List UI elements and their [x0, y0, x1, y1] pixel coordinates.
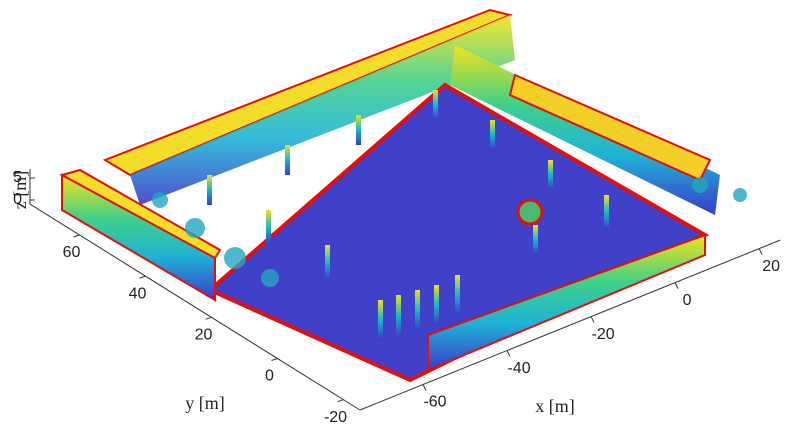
x-tick-label: -60 — [423, 394, 446, 411]
y-tick-label: 20 — [195, 327, 213, 344]
y-tick — [271, 358, 278, 361]
x-tick — [758, 248, 763, 255]
x-tick-label: -20 — [591, 326, 614, 343]
scene — [59, 8, 747, 383]
y-tick-label: 0 — [265, 368, 274, 385]
z-tick-label: 0 — [13, 191, 22, 208]
z-tick-label: 5 — [13, 169, 22, 186]
x-tick — [674, 282, 679, 289]
x-tick — [590, 316, 595, 323]
z-axis-label: z [m] — [10, 171, 30, 209]
x-tick-label: 20 — [762, 258, 780, 275]
axes: -60 -40 -20 0 20 -20 0 20 40 60 0 5 — [13, 169, 781, 426]
y-tick-label: 40 — [129, 285, 147, 302]
y-tick — [139, 275, 146, 279]
x-axis-label: x [m] — [535, 396, 575, 416]
y-tick — [205, 316, 212, 320]
x-tick — [422, 384, 427, 391]
x-tick-label: -40 — [507, 360, 530, 377]
x-tick-label: 0 — [683, 292, 692, 309]
y-tick — [73, 234, 80, 238]
y-axis-label: y [m] — [185, 393, 225, 413]
y-tick-label: 60 — [63, 244, 81, 261]
y-tick — [337, 399, 344, 403]
x-axis-line — [359, 239, 781, 411]
y-tick-label: -20 — [324, 409, 347, 426]
y-axis-line — [29, 203, 361, 411]
x-tick — [506, 350, 511, 357]
